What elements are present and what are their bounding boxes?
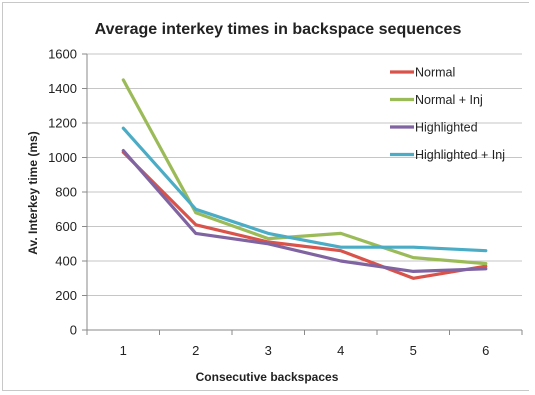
y-axis-title: Av. Interkey time (ms) — [26, 131, 40, 254]
legend: Normal Normal + Inj Highlighted Highlighted… — [390, 66, 505, 162]
legend-label: Highlighted — [415, 121, 478, 135]
y-tick-label: 1200 — [48, 116, 77, 131]
chart-frame — [2, 2, 529, 391]
y-tick-label: 1400 — [48, 81, 77, 96]
y-tick-label: 200 — [55, 288, 77, 303]
y-tick-label: 400 — [55, 254, 77, 269]
series-lines — [121, 78, 488, 280]
series-line-highlighted — [121, 149, 488, 273]
x-tick-label: 4 — [337, 343, 344, 358]
legend-label: Normal — [415, 66, 455, 80]
legend-label: Normal + Inj — [415, 93, 483, 107]
gridlines — [87, 53, 522, 296]
x-tick-label: 5 — [410, 343, 417, 358]
y-tick-label: 1600 — [48, 47, 77, 62]
x-tick-label: 1 — [120, 343, 127, 358]
series-line-highlighted-inj — [121, 126, 488, 253]
axes: 0 200 400 600 800 1000 1200 1400 1600 1 2 3 4 5 6 — [48, 47, 523, 358]
series-line-normal — [121, 150, 488, 280]
chart-title: Average interkey times in backspace sequ… — [95, 21, 462, 38]
y-tick-label: 0 — [70, 323, 77, 338]
x-tick-label: 6 — [482, 343, 489, 358]
x-tick-label: 2 — [192, 343, 199, 358]
x-axis-title: Consecutive backspaces — [196, 370, 339, 384]
series-line-normal-inj — [121, 78, 488, 266]
y-tick-label: 1000 — [48, 150, 77, 165]
y-tick-label: 800 — [55, 185, 77, 200]
y-tick-label: 600 — [55, 219, 77, 234]
x-tick-label: 3 — [265, 343, 272, 358]
legend-label: Highlighted + Inj — [415, 148, 505, 162]
